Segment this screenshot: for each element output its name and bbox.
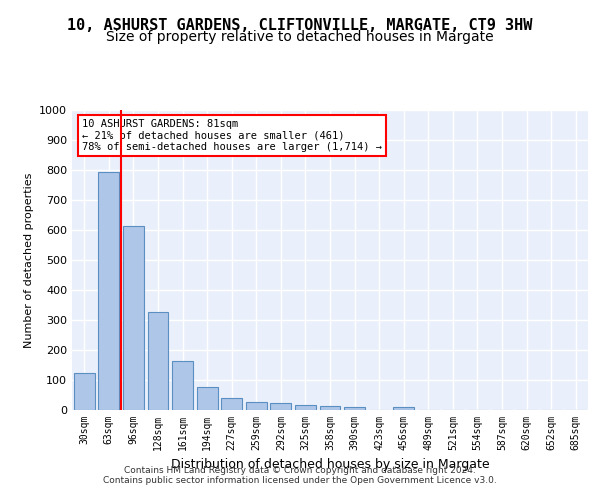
Text: 10, ASHURST GARDENS, CLIFTONVILLE, MARGATE, CT9 3HW: 10, ASHURST GARDENS, CLIFTONVILLE, MARGA… xyxy=(67,18,533,32)
Bar xyxy=(344,407,365,410)
Bar xyxy=(197,386,218,410)
Text: 10 ASHURST GARDENS: 81sqm
← 21% of detached houses are smaller (461)
78% of semi: 10 ASHURST GARDENS: 81sqm ← 21% of detac… xyxy=(82,119,382,152)
Text: Contains HM Land Registry data © Crown copyright and database right 2024.
Contai: Contains HM Land Registry data © Crown c… xyxy=(103,466,497,485)
Bar xyxy=(221,398,242,410)
Text: Size of property relative to detached houses in Margate: Size of property relative to detached ho… xyxy=(106,30,494,44)
Bar xyxy=(295,404,316,410)
X-axis label: Distribution of detached houses by size in Margate: Distribution of detached houses by size … xyxy=(170,458,490,471)
Bar xyxy=(123,226,144,410)
Bar xyxy=(172,362,193,410)
Y-axis label: Number of detached properties: Number of detached properties xyxy=(23,172,34,348)
Bar xyxy=(74,372,95,410)
Bar xyxy=(393,408,414,410)
Bar xyxy=(148,312,169,410)
Bar xyxy=(271,402,292,410)
Bar xyxy=(98,172,119,410)
Bar xyxy=(246,402,267,410)
Bar xyxy=(320,406,340,410)
